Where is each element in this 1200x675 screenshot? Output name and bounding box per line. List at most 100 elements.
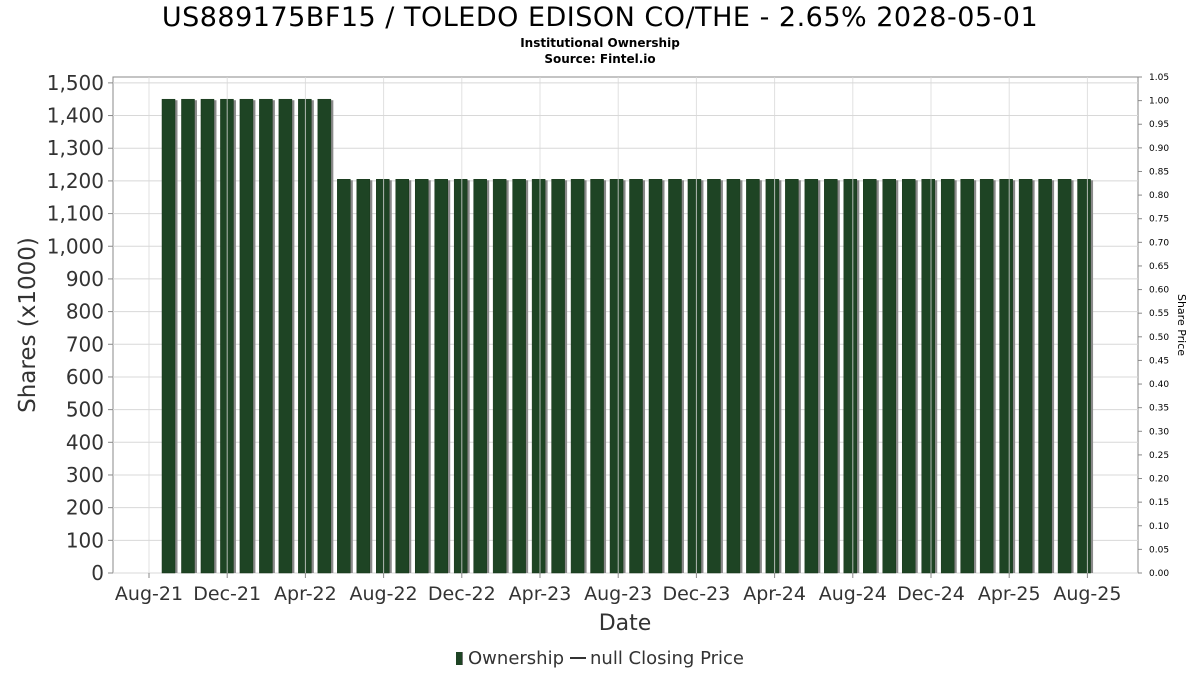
x-tick-label: Aug-22 — [350, 583, 418, 605]
y-tick-label: 1,200 — [47, 169, 104, 193]
y2-tick-label: 0.70 — [1149, 238, 1169, 248]
x-tick-label: Apr-22 — [274, 583, 337, 605]
ownership-bar — [687, 179, 702, 574]
ownership-bar — [1018, 179, 1033, 574]
ownership-bar — [376, 179, 390, 574]
y-tick-label: 200 — [66, 496, 104, 520]
legend-price-label: null Closing Price — [590, 648, 744, 669]
ownership-bar — [278, 98, 293, 574]
x-tick-label: Aug-24 — [819, 583, 887, 605]
y-tick-label: 1,300 — [47, 136, 104, 160]
chart-title: US889175BF15 / TOLEDO EDISON CO/THE - 2.… — [161, 2, 1039, 33]
x-tick-label: Aug-21 — [115, 583, 183, 605]
y2-tick-label: 0.75 — [1149, 215, 1169, 225]
ownership-bar — [590, 179, 604, 574]
ownership-bar — [629, 179, 643, 574]
ownership-bar — [999, 179, 1013, 574]
ownership-bar — [882, 179, 897, 574]
x-tick-label: Dec-24 — [897, 583, 965, 605]
y2-tick-label: 0.80 — [1149, 191, 1169, 201]
x-tick-label: Apr-25 — [978, 583, 1041, 605]
ownership-bar — [298, 98, 312, 574]
ownership-bar — [901, 179, 916, 574]
y2-tick-label: 0.60 — [1149, 286, 1169, 296]
y-tick-label: 800 — [66, 300, 104, 324]
ownership-legend-swatch — [456, 652, 464, 665]
y2-tick-label: 0.15 — [1149, 498, 1169, 508]
ownership-bar — [200, 98, 215, 574]
y2-axis-title: Share Price — [1175, 294, 1188, 356]
ownership-bar — [337, 179, 351, 574]
y2-tick-label: 0.50 — [1149, 333, 1169, 343]
y-axis-title: Shares (x1000) — [15, 237, 41, 413]
ownership-bar — [239, 98, 254, 574]
chart-legend: Ownership null Closing Price — [0, 648, 1200, 670]
x-tick-label: Aug-25 — [1053, 583, 1121, 605]
x-tick-label: Apr-23 — [509, 583, 572, 605]
x-axis-title: Date — [599, 611, 652, 636]
ownership-bar — [570, 179, 585, 574]
ownership-bar — [551, 179, 565, 574]
ownership-bar — [181, 98, 195, 574]
ownership-bar — [434, 179, 448, 574]
y-tick-label: 900 — [66, 267, 104, 291]
y2-tick-label: 0.90 — [1149, 144, 1169, 154]
y2-tick-label: 0.25 — [1149, 451, 1169, 461]
y-tick-label: 600 — [66, 365, 104, 389]
y-tick-label: 700 — [66, 332, 104, 356]
y2-tick-label: 0.10 — [1149, 522, 1169, 532]
y2-tick-label: 0.65 — [1149, 262, 1169, 272]
y2-tick-label: 0.40 — [1149, 380, 1169, 390]
ownership-bar — [531, 179, 546, 574]
y2-tick-label: 0.45 — [1149, 356, 1169, 366]
price-legend-swatch — [570, 657, 587, 659]
ownership-bar — [473, 179, 487, 574]
y2-tick-label: 0.30 — [1149, 427, 1169, 437]
ownership-bar — [940, 179, 955, 574]
ownership-bar — [863, 179, 877, 574]
ownership-bar — [453, 179, 468, 574]
y2-tick-label: 0.05 — [1149, 545, 1169, 555]
y2-tick-label: 0.55 — [1149, 309, 1169, 319]
ownership-bar — [824, 179, 838, 574]
x-tick-label: Dec-23 — [662, 583, 730, 605]
y-tick-label: 0 — [91, 561, 104, 585]
ownership-bar — [161, 98, 176, 574]
y-tick-label: 100 — [66, 528, 104, 552]
x-tick-label: Aug-23 — [584, 583, 652, 605]
y2-tick-label: 0.20 — [1149, 475, 1169, 485]
ownership-bar — [609, 179, 624, 574]
legend-ownership-label: Ownership — [468, 648, 565, 669]
y2-tick-label: 0.35 — [1149, 404, 1169, 414]
ownership-chart: 0 100 200 300 400 500 600 700 800 900 1,000 1,100 1,… — [15, 71, 1188, 636]
ownership-bar — [259, 98, 273, 574]
ownership-bar — [1077, 179, 1091, 574]
ownership-bar — [765, 179, 780, 574]
ownership-bar — [648, 179, 663, 574]
y-tick-label: 1,400 — [47, 104, 104, 128]
x-tick-label: Apr-24 — [743, 583, 806, 605]
y2-tick-label: 0.95 — [1149, 120, 1169, 130]
ownership-bar — [492, 179, 507, 574]
ownership-bar — [707, 179, 721, 574]
ownership-bar — [395, 179, 410, 574]
ownership-bar — [317, 98, 332, 574]
y2-tick-label: 0.00 — [1149, 569, 1169, 579]
y-tick-label: 300 — [66, 463, 104, 487]
chart-subtitle-2: Source: Fintel.io — [544, 52, 656, 66]
ownership-bar — [960, 179, 974, 574]
ownership-bar — [668, 179, 682, 574]
y-tick-label: 400 — [66, 430, 104, 454]
ownership-bar — [512, 179, 526, 574]
y-tick-label: 1,500 — [47, 71, 104, 95]
chart-subtitle-1: Institutional Ownership — [520, 36, 680, 50]
ownership-bar — [414, 179, 429, 574]
ownership-bar — [746, 179, 760, 574]
x-tick-label: Dec-22 — [428, 583, 496, 605]
ownership-bar — [843, 179, 858, 574]
ownership-bar — [979, 179, 994, 574]
y-tick-label: 1,000 — [47, 234, 104, 258]
ownership-bar — [726, 179, 741, 574]
x-tick-label: Dec-21 — [193, 583, 261, 605]
ownership-bar — [1057, 179, 1072, 574]
